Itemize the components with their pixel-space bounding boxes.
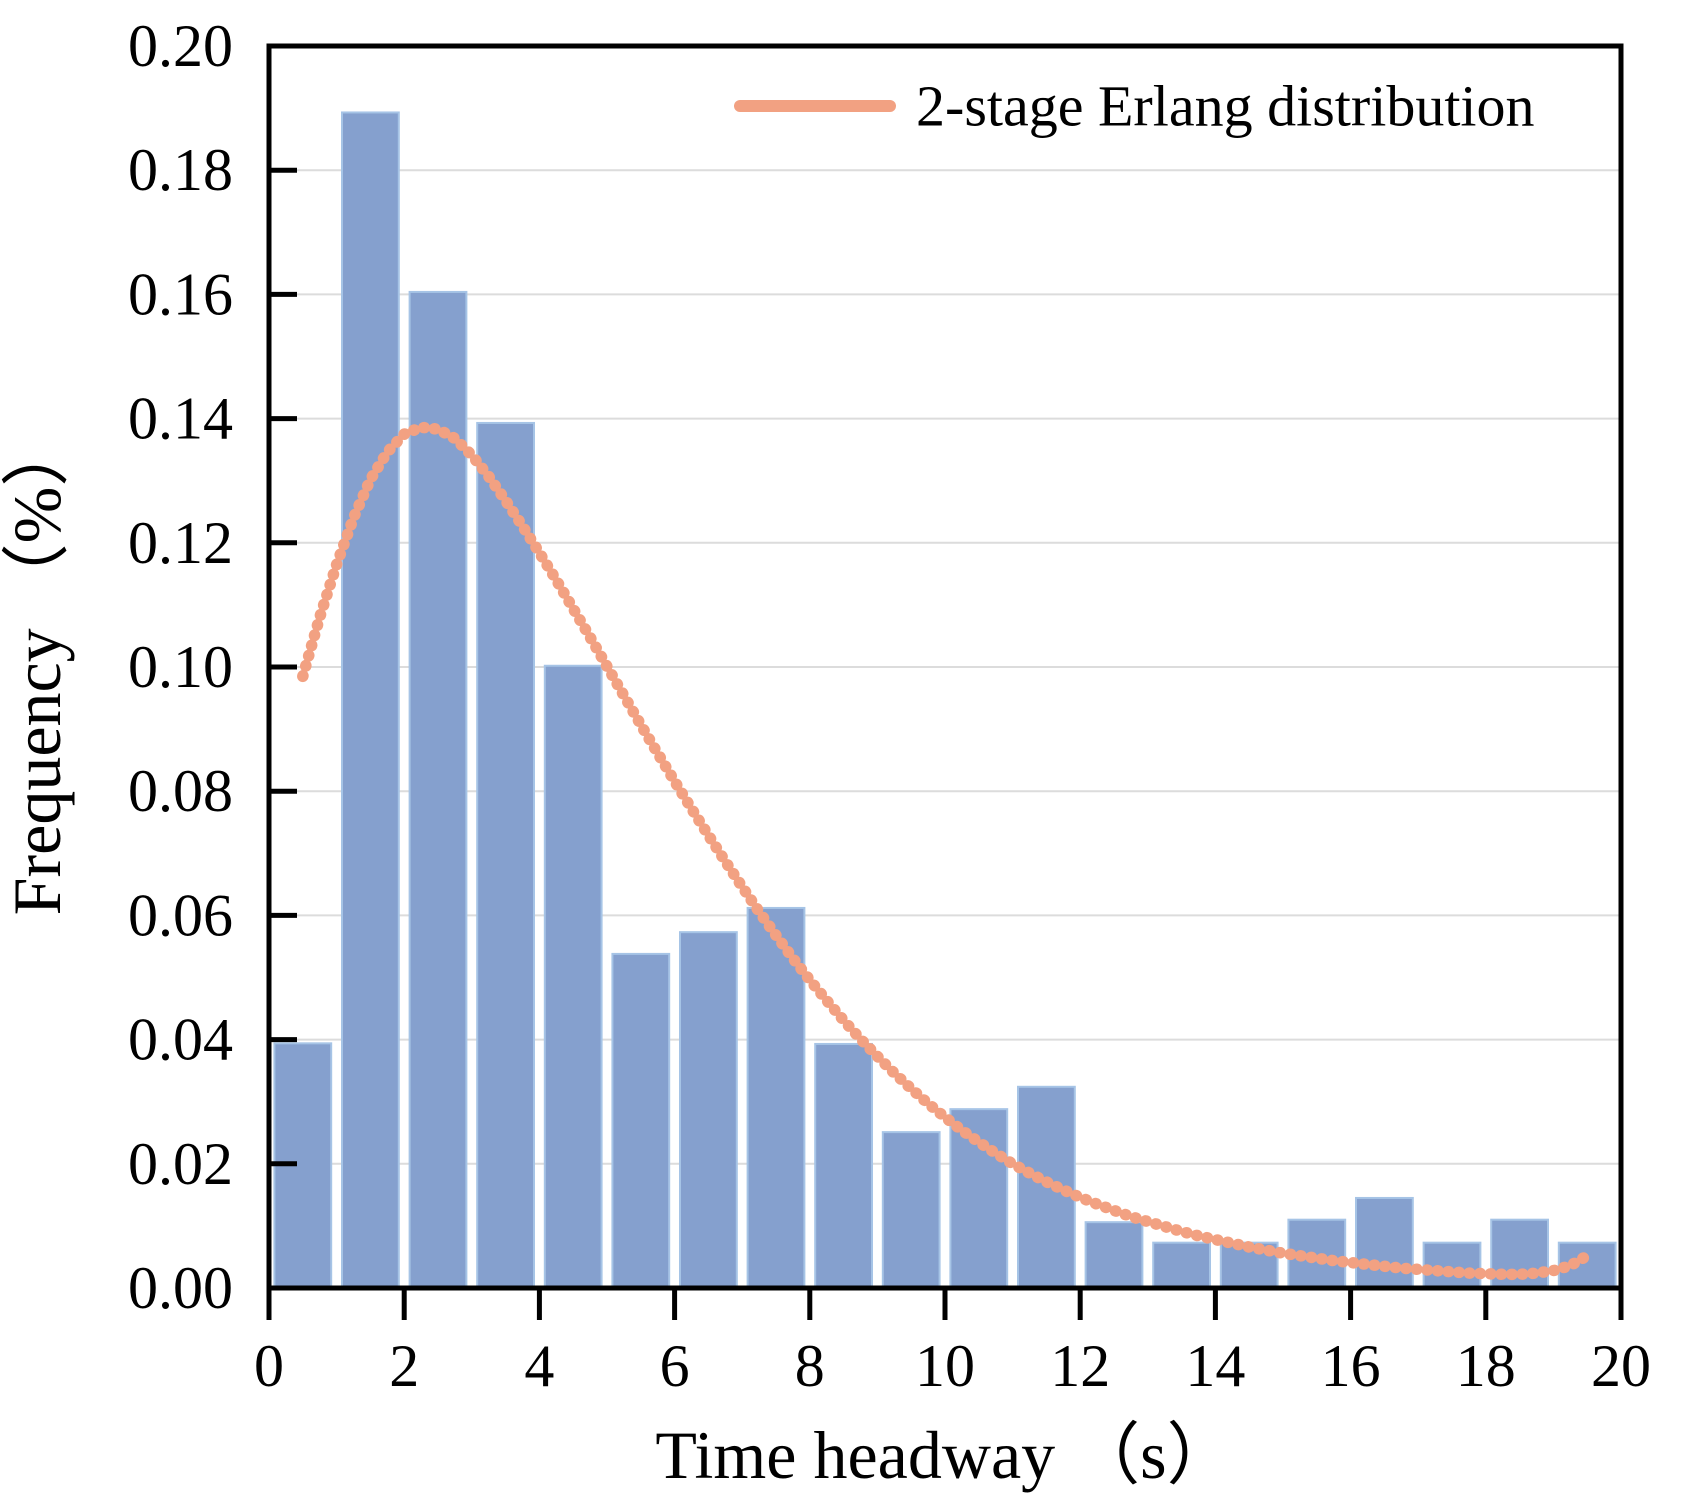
y-tick-label: 0.02 <box>128 1131 233 1197</box>
x-tick-label: 14 <box>1185 1333 1245 1399</box>
y-tick-label: 0.20 <box>128 13 233 79</box>
bar-6-7 <box>679 931 738 1289</box>
x-axis-title: Time headway （s） <box>655 1417 1234 1493</box>
y-tick-label: 0.08 <box>128 758 233 824</box>
x-tick-label: 0 <box>254 1333 284 1399</box>
x-axis-tick-labels: 0 2 4 6 8 10 12 14 16 18 20 <box>254 1333 1651 1399</box>
bar-12-13 <box>1084 1221 1144 1289</box>
y-tick-label: 0.04 <box>128 1007 233 1073</box>
x-tick-label: 16 <box>1321 1333 1381 1399</box>
y-axis-title: Frequency （%） <box>0 419 75 916</box>
bar-5-6 <box>611 952 671 1289</box>
bar-16-17 <box>1355 1196 1414 1289</box>
gridlines <box>269 169 1621 1165</box>
y-axis-ticks <box>271 43 297 1291</box>
bar-7-8 <box>746 906 806 1289</box>
x-tick-label: 18 <box>1456 1333 1516 1399</box>
y-tick-label: 0.18 <box>128 137 233 203</box>
legend-label: 2-stage Erlang distribution <box>916 74 1535 139</box>
y-tick-label: 0.06 <box>128 882 233 948</box>
x-tick-label: 6 <box>660 1333 690 1399</box>
x-tick-label: 20 <box>1591 1333 1651 1399</box>
bar-17-18 <box>1422 1241 1482 1289</box>
y-axis-tick-labels: 0.00 0.02 0.04 0.06 0.08 0.10 0.12 0.14 0.16 0.18… <box>128 13 233 1321</box>
y-tick-label: 0.14 <box>128 386 233 452</box>
x-axis-ticks <box>266 1290 1624 1320</box>
y-tick-label: 0.10 <box>128 634 233 700</box>
bar-9-10 <box>881 1131 941 1290</box>
erlang-curve <box>297 421 1593 1281</box>
x-tick-label: 4 <box>524 1333 554 1399</box>
bar-4-5 <box>543 664 603 1289</box>
y-tick-label: 0.00 <box>128 1255 233 1321</box>
x-tick-label: 12 <box>1050 1333 1110 1399</box>
bar-1-2 <box>341 111 400 1289</box>
y-tick-label: 0.12 <box>128 510 233 576</box>
legend: 2-stage Erlang distribution <box>734 74 1535 139</box>
bar-8-9 <box>814 1042 873 1290</box>
bar-3-4 <box>476 421 535 1289</box>
bar-13-14 <box>1152 1241 1211 1289</box>
x-tick-label: 2 <box>389 1333 419 1399</box>
x-tick-label: 10 <box>915 1333 975 1399</box>
x-tick-label: 8 <box>795 1333 825 1399</box>
plot-frame <box>266 43 1624 1291</box>
y-tick-label: 0.16 <box>128 261 233 327</box>
